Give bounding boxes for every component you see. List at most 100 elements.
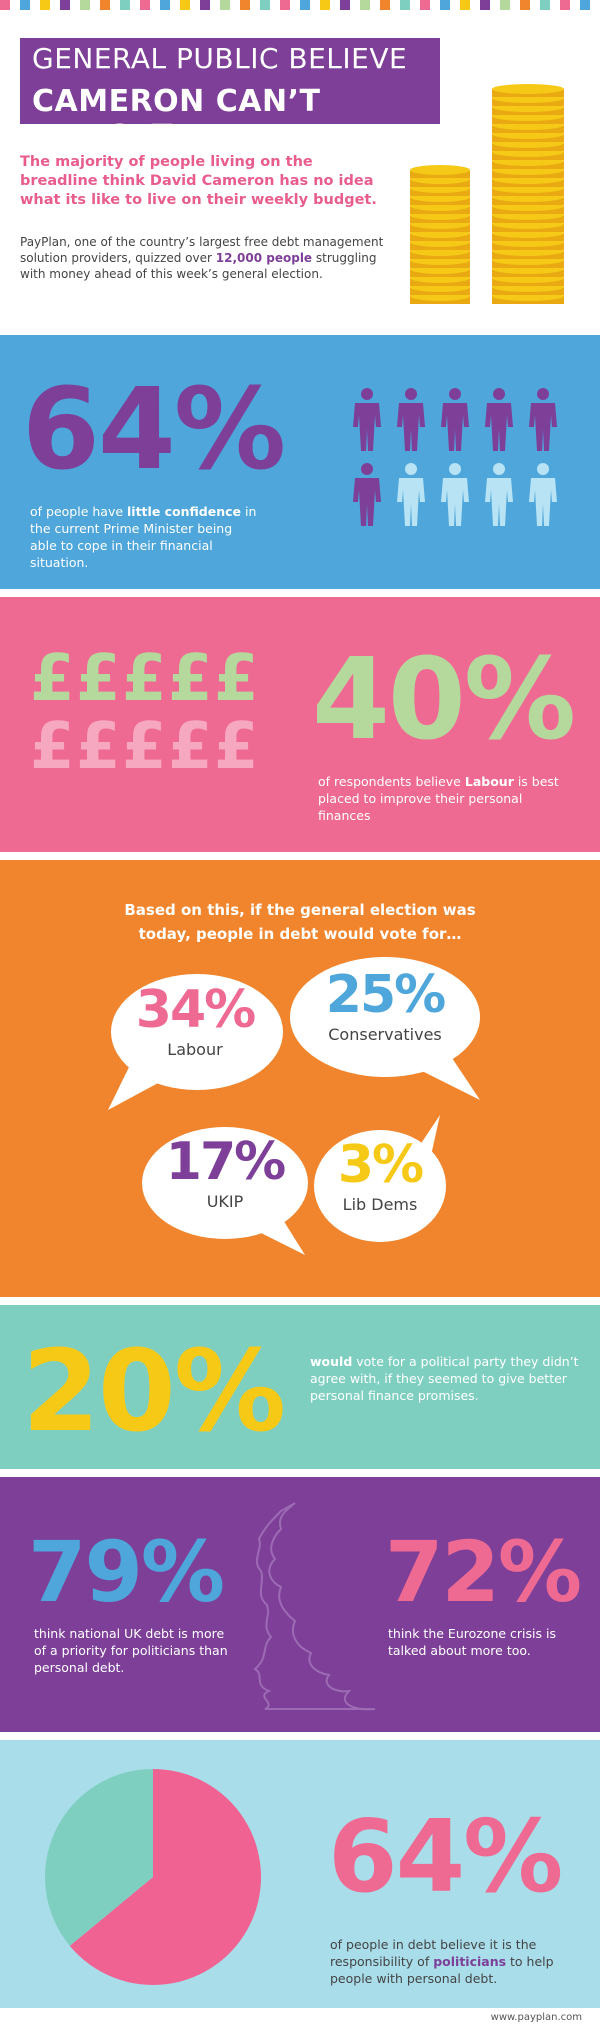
footer-url[interactable]: www.payplan.com — [490, 2012, 582, 2023]
confetti-tile — [140, 0, 150, 10]
confetti-tile — [340, 0, 350, 10]
title-line-1: GENERAL PUBLIC BELIEVE — [20, 38, 440, 80]
section-national-debt: 79% think national UK debt is more of a … — [0, 1477, 600, 1732]
pound-symbol: £ — [122, 642, 167, 716]
confidence-text: of people have little confidence in the … — [30, 504, 257, 570]
vote-ukip-name: UKIP — [206, 1192, 244, 1211]
pound-symbol: £ — [76, 642, 121, 716]
section-vote: Based on this, if the general election w… — [0, 860, 600, 1297]
confetti-tile — [510, 0, 520, 10]
confetti-tile — [50, 0, 60, 10]
confetti-tile — [10, 0, 20, 10]
vote-ukip: 17% UKIP — [160, 1132, 290, 1211]
confetti-tile — [30, 0, 40, 10]
bubble-ukip — [142, 1127, 308, 1255]
confetti-tile — [160, 0, 170, 10]
vote-heading: Based on this, if the general election w… — [124, 901, 476, 943]
confetti-tile — [270, 0, 280, 10]
pound-symbol: £ — [30, 642, 75, 716]
top-confetti-border — [0, 0, 600, 10]
bubble-conservatives — [290, 957, 480, 1100]
confetti-tile — [40, 0, 50, 10]
person-icon — [397, 463, 425, 526]
responsibility-value: 64% — [328, 1798, 563, 1915]
intro-body: PayPlan, one of the country’s largest fr… — [20, 234, 400, 282]
person-icon — [485, 463, 513, 526]
vote-libdems-name: Lib Dems — [342, 1195, 418, 1214]
vote-ukip-pct: 17% — [165, 1132, 286, 1192]
confetti-tile — [380, 0, 390, 10]
confetti-tile — [430, 0, 440, 10]
vote-libdems-pct: 3% — [337, 1135, 424, 1195]
confidence-value: 64% — [22, 365, 286, 495]
coin — [410, 165, 470, 175]
confetti-tile — [240, 0, 250, 10]
party-promises-value: 20% — [22, 1327, 286, 1457]
confetti-tile — [180, 0, 190, 10]
confetti-tile — [170, 0, 180, 10]
section-labour: £ £ £ £ £ £ £ £ £ £ 40% of respondents believe La… — [0, 597, 600, 852]
intro-body-highlight: 12,000 people — [215, 251, 313, 265]
vote-labour-name: Labour — [167, 1040, 223, 1059]
vote-labour-pct: 34% — [135, 980, 256, 1040]
labour-value: 40% — [312, 635, 576, 765]
uk-map-outline — [253, 1502, 376, 1711]
person-icon — [529, 463, 557, 526]
section-party-promises: 20% would vote for a political party the… — [0, 1305, 600, 1469]
confetti-tile — [200, 0, 210, 10]
vote-libdems: 3% Lib Dems — [325, 1135, 435, 1214]
person-icon — [441, 388, 469, 451]
pound-symbol: £ — [168, 710, 213, 784]
confetti-tile — [450, 0, 460, 10]
party-promises-text: would vote for a political party they di… — [310, 1354, 579, 1403]
confetti-tile — [300, 0, 310, 10]
confetti-tile — [230, 0, 240, 10]
confetti-tile — [330, 0, 340, 10]
labour-text: of respondents believe Labour is best pl… — [318, 774, 559, 823]
confetti-tile — [580, 0, 590, 10]
confetti-tile — [480, 0, 490, 10]
bubble-labour — [108, 974, 283, 1110]
confetti-tile — [250, 0, 260, 10]
bubble-libdems — [314, 1115, 446, 1242]
person-icon — [441, 463, 469, 526]
pie-slice — [69, 1769, 261, 1985]
confetti-tile — [540, 0, 550, 10]
confetti-tile — [290, 0, 300, 10]
confetti-tile — [410, 0, 420, 10]
confetti-tile — [560, 0, 570, 10]
confetti-tile — [260, 0, 270, 10]
person-icon — [397, 388, 425, 451]
people-icons — [353, 388, 557, 526]
confetti-tile — [70, 0, 80, 10]
confetti-tile — [80, 0, 90, 10]
pie-slice — [45, 1769, 153, 1946]
confetti-tile — [90, 0, 100, 10]
eurozone-value: 72% — [385, 1523, 582, 1621]
confetti-tile — [110, 0, 120, 10]
title-line-2: CAMERON CAN’T BUDGET — [20, 80, 440, 154]
person-icon — [353, 388, 381, 451]
eurozone-text: think the Eurozone crisis is talked abou… — [388, 1626, 556, 1658]
confetti-tile — [280, 0, 290, 10]
confetti-tile — [520, 0, 530, 10]
pound-symbol: £ — [30, 710, 75, 784]
confetti-tile — [550, 0, 560, 10]
vote-conservatives-pct: 25% — [325, 965, 446, 1025]
confetti-tile — [100, 0, 110, 10]
pound-symbols: £ £ £ £ £ £ £ £ £ £ — [30, 647, 270, 787]
intro-body-post: struggling with money ahead of this week… — [20, 251, 377, 281]
confetti-tile — [390, 0, 400, 10]
section-responsibility: 64% of people in debt believe it is the … — [0, 1740, 600, 2008]
coin-stacks-illustration — [410, 84, 564, 304]
confetti-tile — [500, 0, 510, 10]
pound-symbol: £ — [214, 642, 259, 716]
confetti-tile — [590, 0, 600, 10]
vote-labour: 34% Labour — [130, 980, 260, 1059]
speech-bubbles — [108, 957, 480, 1255]
confetti-tile — [220, 0, 230, 10]
confetti-tile — [20, 0, 30, 10]
pound-symbol: £ — [214, 710, 259, 784]
confetti-tile — [320, 0, 330, 10]
confetti-tile — [370, 0, 380, 10]
